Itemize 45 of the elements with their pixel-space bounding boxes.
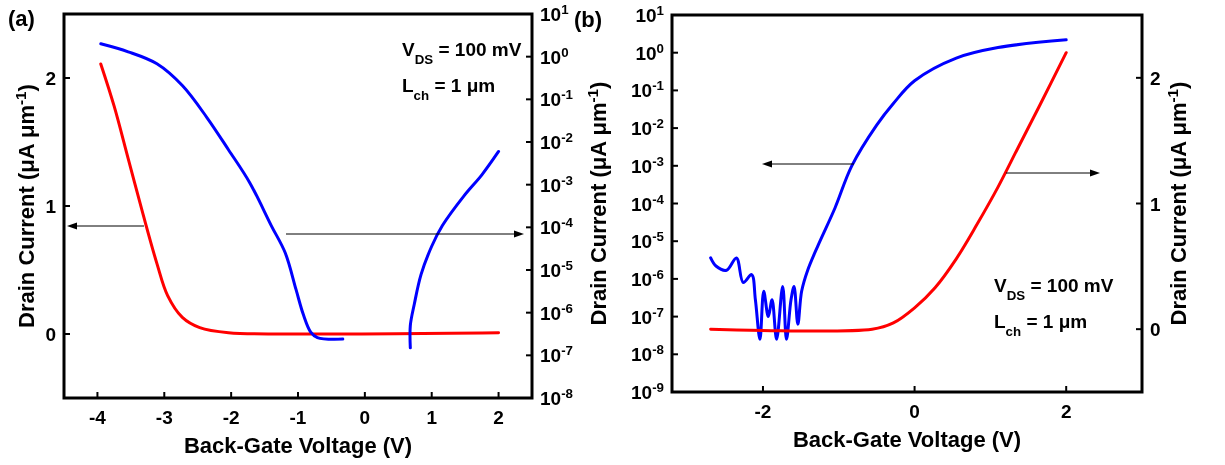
y2-tick-label: 0 [1150, 319, 1161, 341]
x-tick-label: -1 [289, 407, 307, 428]
x-tick-label: 2 [1060, 401, 1072, 422]
y2-tick-label: 10$^{-6}$ [540, 300, 573, 324]
x-tick-label: -2 [754, 401, 772, 422]
y-tick-label: 10$^{-5}$ [631, 228, 665, 253]
y-tick-label: 10$^{-9}$ [631, 379, 664, 403]
y2-tick-label: 10$^{-4}$ [540, 214, 574, 239]
x-tick-label: -4 [88, 407, 107, 428]
annotation: L$_{ch}$ = 1 μm [402, 75, 496, 103]
y2-tick-label: 10$^{0}$ [540, 44, 569, 68]
y2-tick-label: 10$^{-2}$ [540, 129, 573, 153]
y-tick-label: 10$^{-1}$ [631, 77, 665, 102]
annotation: V$_{DS}$ = 100 mV [994, 275, 1114, 303]
x-tick-label: -3 [155, 407, 173, 428]
y-tick-label: 10$^{-7}$ [631, 304, 664, 328]
y-tick-label: 10$^{0}$ [635, 40, 664, 64]
x-tick-label: 2 [493, 407, 504, 428]
x-axis-title: Back-Gate Voltage (V) [183, 433, 413, 458]
y2-tick-label: 10$^{-5}$ [540, 257, 574, 281]
y-tick-label: 0 [45, 324, 56, 345]
y-tick-label: 10$^{-6}$ [631, 266, 664, 290]
annotation: L$_{ch}$ = 1 μm [994, 311, 1088, 339]
y-tick-label: 10$^{-3}$ [631, 153, 664, 177]
y2-tick-label: 10$^{-7}$ [540, 342, 573, 367]
y2-tick-label: 10$^{-8}$ [540, 385, 573, 409]
y2-tick-label: 10$^{-3}$ [540, 172, 573, 196]
annotation: V$_{DS}$ = 100 mV [402, 39, 522, 67]
y2-tick-label: 10$^{-1}$ [540, 86, 574, 111]
x-tick-label: 0 [909, 401, 920, 422]
y-tick-label: 10$^{-2}$ [631, 115, 664, 140]
x-tick-label: 1 [426, 407, 438, 428]
y-tick-label: 1 [45, 196, 57, 217]
y2-tick-label: 10$^{1}$ [540, 1, 570, 25]
y-tick-label: 10$^{-8}$ [631, 341, 664, 366]
y-tick-label: 2 [45, 68, 56, 89]
y-tick-label: 10$^{1}$ [635, 2, 665, 26]
y-tick-label: 10$^{-4}$ [631, 191, 665, 215]
y2-tick-label: 1 [1150, 193, 1161, 215]
chart-title: (a) [8, 6, 35, 31]
x-axis-title: Back-Gate Voltage (V) [792, 427, 1022, 452]
chart-title: (b) [574, 7, 603, 32]
x-tick-label: 0 [359, 407, 371, 428]
x-tick-label: -2 [222, 407, 240, 428]
y2-tick-label: 2 [1150, 67, 1161, 89]
